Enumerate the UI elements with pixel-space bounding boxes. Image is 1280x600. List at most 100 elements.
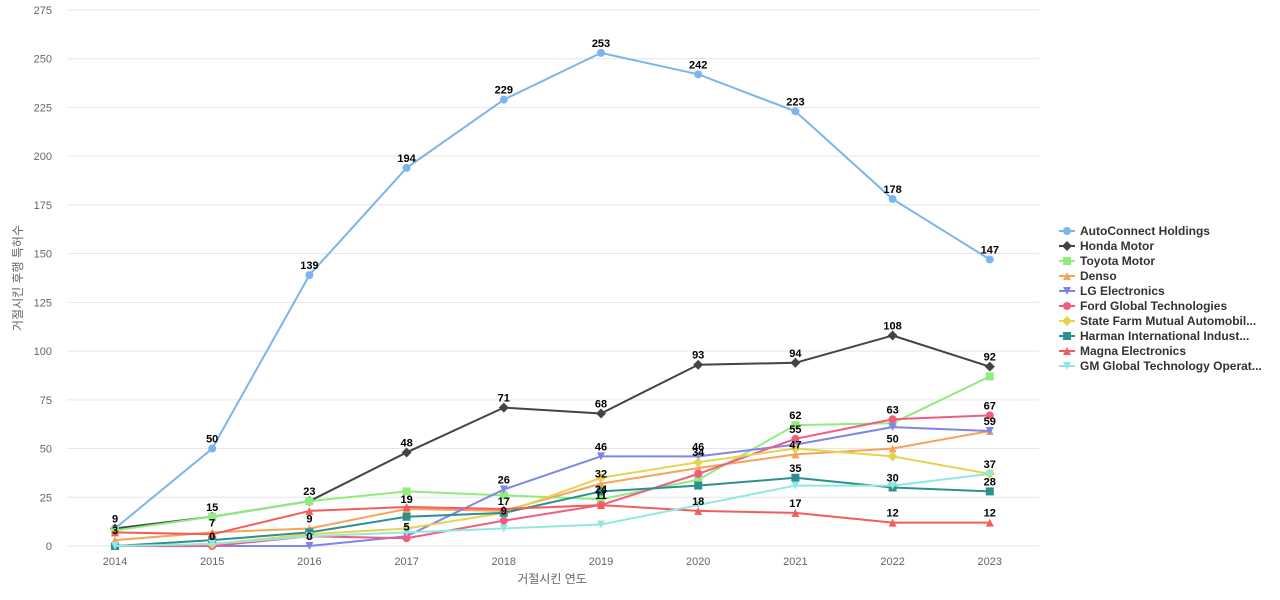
legend-item[interactable]: LG Electronics (1059, 284, 1165, 298)
data-point (790, 357, 801, 368)
data-label: 18 (692, 496, 704, 508)
legend-item[interactable]: Harman International Indust... (1059, 329, 1249, 343)
data-point (597, 479, 605, 488)
data-label: 0 (209, 531, 215, 543)
legend-item[interactable]: Honda Motor (1059, 239, 1154, 253)
data-point (791, 421, 800, 430)
data-point (305, 542, 314, 550)
data-label: 17 (498, 496, 510, 508)
y-tick-label: 150 (34, 249, 52, 261)
y-tick-label: 0 (46, 541, 52, 553)
data-label: 46 (595, 441, 607, 453)
data-point (402, 512, 411, 521)
data-point (791, 508, 800, 517)
data-label: 46 (692, 441, 704, 453)
series-lines (110, 48, 995, 551)
data-point (791, 434, 800, 443)
data-point (499, 491, 508, 500)
data-label: 17 (789, 498, 801, 510)
data-point (694, 475, 703, 484)
data-point (208, 444, 217, 453)
data-label: 9 (306, 513, 312, 525)
legend-item[interactable]: AutoConnect Holdings (1059, 224, 1210, 238)
data-point (888, 195, 897, 204)
y-tick-label: 200 (34, 151, 52, 163)
data-point (985, 469, 994, 478)
legend-label: Magna Electronics (1080, 344, 1186, 358)
legend-marker (1062, 316, 1072, 326)
y-tick-label: 125 (34, 297, 52, 309)
data-point (499, 95, 508, 104)
legend-item[interactable]: GM Global Technology Operat... (1059, 359, 1262, 373)
legend-item[interactable]: Denso (1059, 269, 1117, 283)
data-point (694, 452, 703, 461)
data-label: 147 (981, 244, 999, 256)
data-label: 253 (592, 38, 610, 50)
series-line (114, 504, 990, 536)
data-point (694, 501, 703, 510)
data-label: 11 (595, 490, 607, 502)
legend-label: LG Electronics (1080, 284, 1165, 298)
x-tick-label: 2016 (297, 556, 321, 568)
data-label: 71 (498, 393, 510, 405)
data-point (208, 530, 217, 539)
y-tick-label: 275 (34, 5, 52, 17)
x-tick-label: 2020 (686, 556, 710, 568)
data-point (402, 503, 411, 512)
legend-item[interactable]: Ford Global Technologies (1059, 299, 1227, 313)
series-9 (111, 501, 994, 539)
legend-label: Harman International Indust... (1080, 329, 1249, 343)
data-label: 47 (789, 439, 801, 451)
data-label: 223 (786, 96, 804, 108)
data-point (985, 255, 994, 264)
data-point (499, 524, 508, 533)
data-label: 55 (789, 424, 801, 436)
data-label: 68 (595, 398, 607, 410)
data-label: 178 (883, 184, 901, 196)
legend-marker (1063, 272, 1071, 280)
x-tick-label: 2017 (394, 556, 418, 568)
legend-label: State Farm Mutual Automobil... (1080, 314, 1256, 328)
y-tick-label: 75 (40, 395, 52, 407)
y-tick-label: 225 (34, 102, 52, 114)
grid-lines (67, 9, 1039, 547)
data-point (402, 534, 411, 543)
legend-label: GM Global Technology Operat... (1080, 359, 1262, 373)
legend-marker (1063, 362, 1071, 370)
data-label: 26 (498, 474, 510, 486)
data-point (597, 48, 605, 57)
legend-item[interactable]: Toyota Motor (1059, 254, 1155, 268)
data-point (597, 520, 605, 529)
data-point (694, 506, 703, 515)
data-label: 242 (689, 59, 707, 71)
legend-marker (1062, 241, 1072, 251)
data-label: 63 (886, 404, 898, 416)
data-point (888, 423, 897, 432)
data-label: 5 (404, 521, 410, 533)
y-tick-label: 100 (34, 346, 52, 358)
x-tick-label: 2018 (492, 556, 516, 568)
data-point (208, 512, 217, 521)
data-point (208, 540, 217, 549)
data-label: 139 (300, 260, 318, 272)
series-line (114, 472, 990, 547)
data-label: 37 (984, 459, 996, 471)
data-label: 12 (984, 508, 996, 520)
data-point (791, 473, 800, 482)
data-label: 50 (206, 434, 218, 446)
legend-label: Toyota Motor (1080, 254, 1155, 268)
data-point (888, 481, 897, 490)
y-tick-label: 250 (34, 54, 52, 66)
y-axis-title: 거절시킨 후행 특허수 (10, 225, 25, 331)
data-label: 34 (692, 447, 705, 459)
legend-item[interactable]: State Farm Mutual Automobil... (1059, 314, 1256, 328)
data-label: 3 (112, 525, 118, 537)
y-tick-label: 175 (34, 200, 52, 212)
data-point (597, 452, 605, 461)
legend-item[interactable]: Magna Electronics (1059, 344, 1186, 358)
data-point (596, 408, 606, 419)
data-label: 92 (984, 352, 996, 364)
data-point (985, 372, 994, 381)
